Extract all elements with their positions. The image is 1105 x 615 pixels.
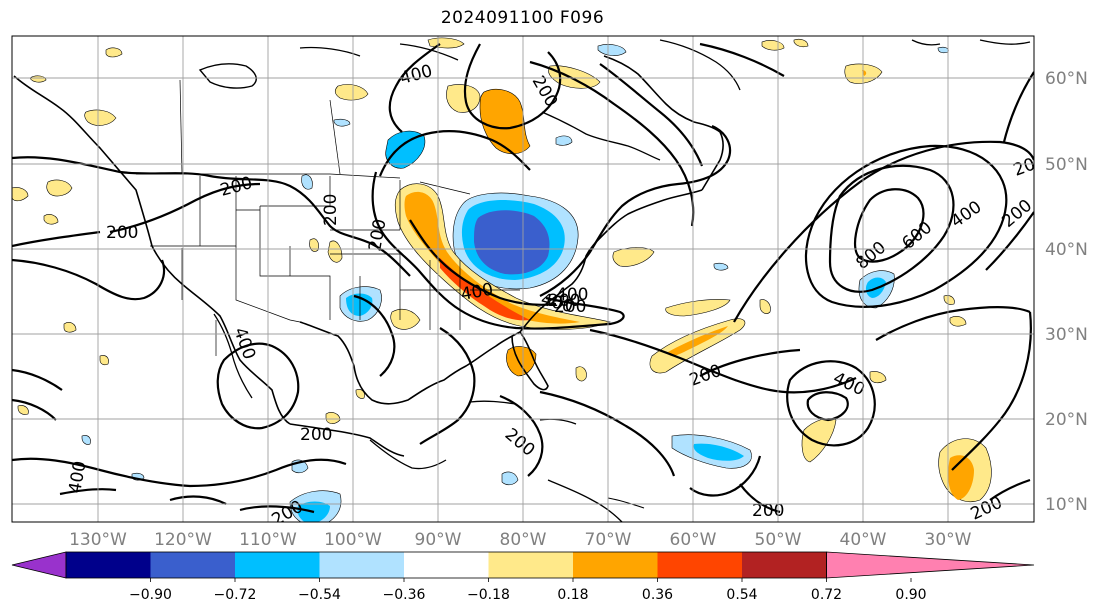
map-frame — [11, 35, 1035, 523]
colorbar-segment — [319, 552, 404, 578]
contour-label: 200 — [300, 425, 332, 445]
contour-800-ring — [853, 188, 925, 263]
colorbar-tick-label: −0.18 — [467, 587, 510, 603]
colorbar-frame — [65, 551, 827, 579]
lon-label: 50°W — [755, 530, 802, 550]
lat-label: 40°N — [1045, 240, 1088, 260]
colorbar-segment — [742, 552, 827, 578]
lat-label: 60°N — [1045, 69, 1088, 89]
contour-600-ring — [828, 164, 955, 293]
coastlines — [13, 39, 1031, 522]
latitude-labels: 60°N 50°N 40°N 30°N 20°N 10°N — [1045, 69, 1088, 515]
contour-400-ring — [805, 144, 1008, 308]
colorbar: −0.90 −0.72 −0.54 −0.36 −0.18 0.18 0.36 0.54 0.7… — [11, 551, 1035, 603]
colorbar-segment — [573, 552, 658, 578]
colorbar-tick-label: −0.36 — [383, 587, 426, 603]
contour-label: 200 — [548, 291, 580, 311]
lon-label: 120°W — [154, 530, 212, 550]
lon-label: 130°W — [69, 530, 127, 550]
colorbar-extend-low — [11, 551, 67, 579]
lon-label: 100°W — [324, 530, 382, 550]
colorbar-tick-label: −0.72 — [214, 587, 257, 603]
map-title: 2024091100 F096 — [440, 8, 605, 28]
lon-label: 80°W — [500, 530, 547, 550]
colorbar-segment — [488, 552, 573, 578]
colorbar-tick-label: 0.90 — [895, 587, 926, 603]
colorbar-segment — [657, 552, 742, 578]
lat-label: 30°N — [1045, 325, 1088, 345]
lon-label: 30°W — [925, 530, 972, 550]
lon-label: 60°W — [670, 530, 717, 550]
colorbar-tick-label: −0.54 — [298, 587, 341, 603]
colorbar-tick-label: −0.90 — [129, 587, 172, 603]
lat-label: 10°N — [1045, 495, 1088, 515]
colorbar-segment — [235, 552, 320, 578]
contour-label: 200 — [321, 194, 341, 226]
colorbar-segment — [66, 552, 151, 578]
contour-label: 200 — [752, 501, 784, 521]
lon-label: 70°W — [585, 530, 632, 550]
colorbar-tick-label: 0.36 — [642, 587, 673, 603]
contour-200-west — [12, 156, 411, 277]
lon-label: 40°W — [840, 530, 887, 550]
lat-label: 50°N — [1045, 155, 1088, 175]
lat-label: 20°N — [1045, 410, 1088, 430]
colorbar-tick-label: 0.72 — [811, 587, 842, 603]
longitude-labels: 130°W 120°W 110°W 100°W 90°W 80°W 70°W 6… — [69, 530, 972, 550]
contour-label: 200 — [106, 223, 138, 243]
contour-label: 400 — [556, 285, 588, 305]
lon-label: 90°W — [415, 530, 462, 550]
colorbar-tick-label: 0.54 — [726, 587, 757, 603]
colorbar-segment — [150, 552, 235, 578]
contour-label: 200 — [554, 297, 586, 317]
colorbar-extend-high — [826, 551, 1035, 579]
lon-label: 110°W — [239, 530, 297, 550]
gridlines — [12, 36, 1034, 522]
colorbar-tick-label: 0.18 — [557, 587, 588, 603]
colorbar-segment — [404, 552, 489, 578]
